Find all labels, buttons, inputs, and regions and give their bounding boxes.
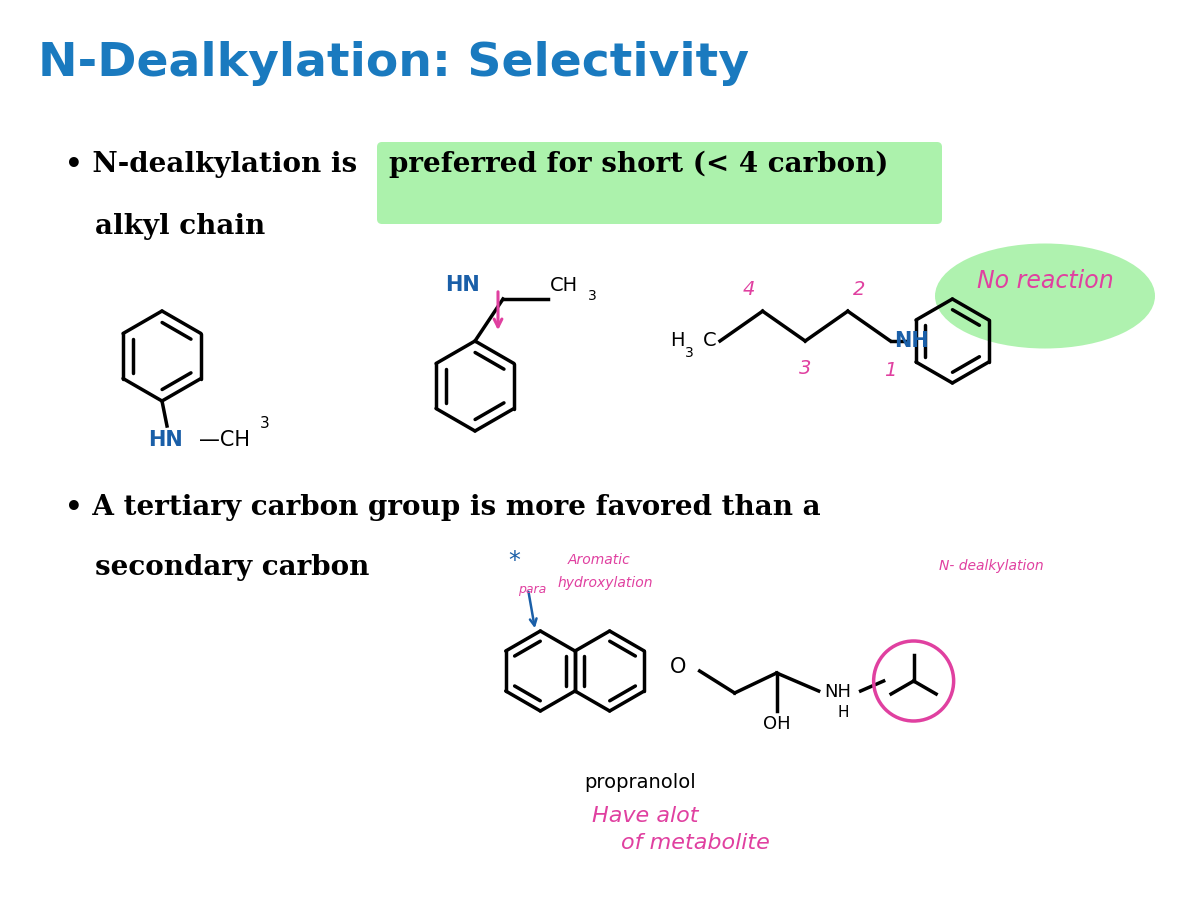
Text: H: H [671, 332, 685, 351]
Text: 1: 1 [884, 361, 896, 380]
Text: N- dealkylation: N- dealkylation [938, 559, 1043, 573]
Text: C: C [703, 332, 716, 351]
Text: 3: 3 [588, 289, 596, 303]
Text: CH: CH [550, 276, 578, 295]
Text: 4: 4 [743, 280, 755, 299]
Text: Have alot: Have alot [592, 806, 698, 826]
Text: • N-dealkylation is: • N-dealkylation is [65, 151, 367, 178]
Text: NH: NH [824, 683, 852, 701]
Text: —CH: —CH [199, 430, 250, 450]
Text: preferred for short (< 4 carbon): preferred for short (< 4 carbon) [389, 151, 888, 178]
Text: • A tertiary carbon group is more favored than a: • A tertiary carbon group is more favore… [65, 494, 821, 521]
Text: Aromatic: Aromatic [568, 553, 631, 567]
Text: propranolol: propranolol [584, 773, 696, 792]
Text: NH: NH [894, 331, 929, 351]
Text: O: O [670, 657, 686, 677]
Text: N-Dealkylation: Selectivity: N-Dealkylation: Selectivity [38, 41, 749, 86]
Text: 3: 3 [685, 346, 694, 360]
Text: alkyl chain: alkyl chain [95, 213, 265, 240]
Text: 2: 2 [853, 280, 865, 299]
Text: 3: 3 [260, 416, 270, 431]
Text: OH: OH [763, 715, 791, 733]
Text: secondary carbon: secondary carbon [95, 554, 370, 581]
Text: H: H [838, 705, 850, 720]
Text: No reaction: No reaction [977, 269, 1114, 293]
FancyBboxPatch shape [377, 142, 942, 224]
Text: HN: HN [445, 275, 480, 295]
Text: HN: HN [149, 430, 184, 450]
Text: para: para [518, 583, 546, 596]
Text: hydroxylation: hydroxylation [558, 576, 654, 590]
Text: *: * [508, 549, 520, 573]
Text: of metabolite: of metabolite [620, 833, 769, 853]
Text: 3: 3 [799, 359, 811, 378]
Ellipse shape [935, 244, 1154, 349]
